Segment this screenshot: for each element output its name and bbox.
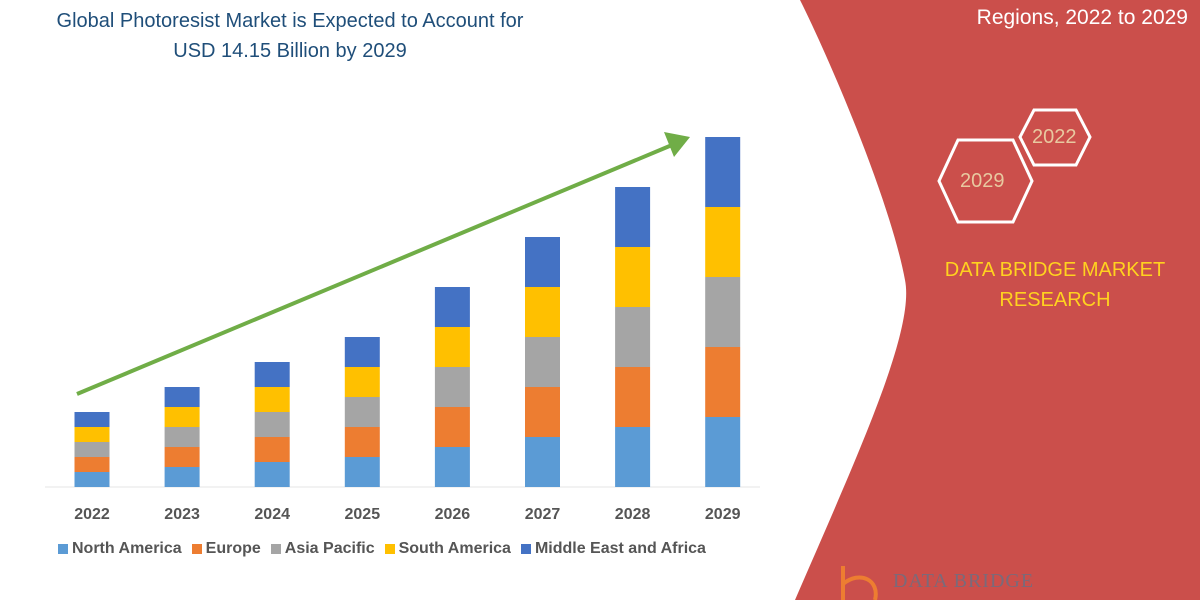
x-tick-label: 2028 [615, 506, 651, 523]
bar-segment-2027-north-america [525, 437, 560, 487]
bar-segment-2029-middle-east-and-africa [705, 137, 741, 207]
x-tick-label: 2023 [164, 506, 200, 523]
brand-name: DATA BRIDGE MARKET RESEARCH [944, 259, 1166, 311]
hex-label-2029: 2029 [960, 170, 1005, 192]
red-side-panel [795, 0, 1200, 600]
bar-segment-2022-asia-pacific [74, 442, 110, 457]
legend-swatch [384, 544, 395, 554]
bar-segment-2026-europe [434, 407, 470, 447]
logo-icon [841, 566, 878, 600]
bar-segment-2022-south-america [74, 427, 110, 442]
bar-segment-2023-europe [164, 447, 200, 467]
bar-segment-2029-north-america [705, 417, 741, 487]
bar-segment-2029-europe [705, 347, 741, 417]
legend-label: Middle East and Africa [534, 540, 706, 557]
bar-segment-2022-north-america [74, 472, 110, 487]
bar-segment-2025-middle-east-and-africa [344, 337, 380, 367]
bar-segment-2026-asia-pacific [434, 367, 470, 407]
bar-segment-2028-asia-pacific [615, 307, 651, 367]
bar-segment-2024-middle-east-and-africa [254, 362, 290, 387]
trend-arrow-head [664, 132, 690, 157]
panel-subtitle: Regions, 2022 to 2029 [976, 6, 1188, 29]
bar-segment-2024-asia-pacific [254, 412, 290, 437]
bar-segment-2024-europe [254, 437, 290, 462]
legend-label: South America [398, 540, 511, 557]
bar-segment-2023-asia-pacific [164, 427, 200, 447]
bar-segment-2025-south-america [344, 367, 380, 397]
bar-segment-2028-south-america [615, 247, 651, 307]
x-tick-label: 2025 [345, 506, 381, 523]
bar-segment-2022-europe [74, 457, 110, 472]
bar-segment-2027-europe [525, 387, 560, 437]
bar-segment-2028-europe [615, 367, 651, 427]
legend-swatch [191, 544, 202, 554]
legend-swatch [58, 544, 68, 554]
bar-segment-2027-south-america [525, 287, 560, 337]
bar-segment-2026-north-america [434, 447, 470, 487]
legend-item: South America [384, 540, 511, 558]
legend-swatch [270, 544, 281, 554]
legend-label: Asia Pacific [284, 540, 375, 557]
hexagon-2022 [1018, 108, 1092, 167]
bar-segment-2024-south-america [254, 387, 290, 412]
legend-item: Middle East and Africa [520, 540, 706, 558]
chart-legend: North America Europe Asia Pacific South Ame… [58, 540, 706, 558]
bar-segment-2025-asia-pacific [344, 397, 380, 427]
legend-label: Europe [205, 540, 261, 557]
legend-swatch [520, 544, 531, 554]
bar-segment-2028-north-america [615, 427, 651, 487]
bar-segment-2023-south-america [164, 407, 200, 427]
bar-segment-2027-middle-east-and-africa [525, 237, 560, 287]
bar-segment-2027-asia-pacific [525, 337, 560, 387]
x-tick-label: 2027 [525, 506, 561, 523]
bar-segment-2029-south-america [705, 207, 741, 277]
bar-segment-2023-middle-east-and-africa [164, 387, 200, 407]
bar-segment-2024-north-america [254, 462, 290, 487]
hexagon-2029 [937, 138, 1034, 224]
legend-item: Asia Pacific [270, 540, 375, 558]
bar-segment-2029-asia-pacific [705, 277, 741, 347]
legend-item: Europe [191, 540, 261, 558]
bar-segment-2022-middle-east-and-africa [74, 412, 110, 427]
legend-label: North America [72, 540, 182, 557]
logo-text: DATA BRIDGE [893, 570, 1035, 592]
legend-item: North America [58, 540, 182, 558]
x-tick-label: 2029 [705, 506, 741, 523]
trend-arrow [76, 143, 673, 396]
bar-segment-2025-europe [344, 427, 380, 457]
x-tick-label: 2024 [254, 506, 290, 523]
bar-segment-2025-north-america [344, 457, 380, 487]
x-tick-label: 2026 [435, 506, 471, 523]
hex-label-2022: 2022 [1032, 126, 1077, 148]
bar-segment-2023-north-america [164, 467, 200, 487]
bar-segment-2028-middle-east-and-africa [615, 187, 651, 247]
x-tick-label: 2022 [74, 506, 110, 523]
bar-segment-2026-middle-east-and-africa [434, 287, 470, 327]
chart-title: Global Photoresist Market is Expected to… [56, 10, 524, 62]
bar-segment-2026-south-america [434, 327, 470, 367]
